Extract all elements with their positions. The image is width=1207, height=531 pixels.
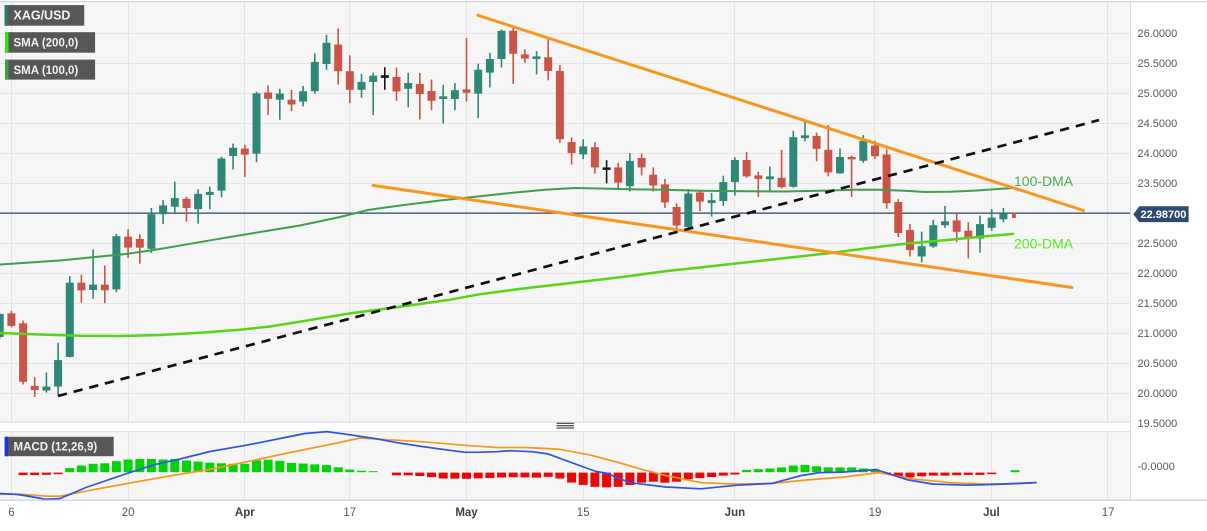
svg-text:19.5000: 19.5000 (1138, 418, 1178, 430)
svg-text:25.5000: 25.5000 (1138, 58, 1178, 70)
svg-text:26.0000: 26.0000 (1138, 28, 1178, 40)
svg-text:25.0000: 25.0000 (1138, 88, 1178, 100)
svg-text:20.0000: 20.0000 (1138, 388, 1178, 400)
svg-text:Jun: Jun (725, 507, 745, 519)
svg-text:22.98700: 22.98700 (1141, 209, 1187, 221)
svg-text:MACD (12,26,9): MACD (12,26,9) (14, 442, 98, 454)
svg-text:-0.0000: -0.0000 (1138, 461, 1175, 473)
svg-text:19: 19 (869, 507, 882, 519)
svg-text:20.5000: 20.5000 (1138, 358, 1178, 370)
svg-text:20: 20 (122, 507, 135, 519)
svg-text:Jul: Jul (983, 507, 1000, 519)
svg-text:May: May (455, 507, 478, 519)
svg-text:17: 17 (343, 507, 356, 519)
svg-text:22.0000: 22.0000 (1138, 268, 1178, 280)
svg-text:21.0000: 21.0000 (1138, 328, 1178, 340)
svg-text:SMA (200,0): SMA (200,0) (14, 38, 79, 50)
svg-text:6: 6 (8, 507, 14, 519)
svg-text:21.5000: 21.5000 (1138, 298, 1178, 310)
svg-text:23.5000: 23.5000 (1138, 178, 1178, 190)
svg-text:200-DMA: 200-DMA (1014, 236, 1074, 252)
svg-text:100-DMA: 100-DMA (1014, 173, 1074, 189)
svg-text:SMA (100,0): SMA (100,0) (14, 65, 79, 77)
svg-text:17: 17 (1102, 507, 1115, 519)
svg-text:XAG/USD: XAG/USD (14, 9, 71, 23)
svg-text:Apr: Apr (235, 507, 255, 519)
svg-text:22.5000: 22.5000 (1138, 238, 1178, 250)
svg-text:24.5000: 24.5000 (1138, 118, 1178, 130)
svg-text:24.0000: 24.0000 (1138, 148, 1178, 160)
svg-text:15: 15 (577, 507, 590, 519)
